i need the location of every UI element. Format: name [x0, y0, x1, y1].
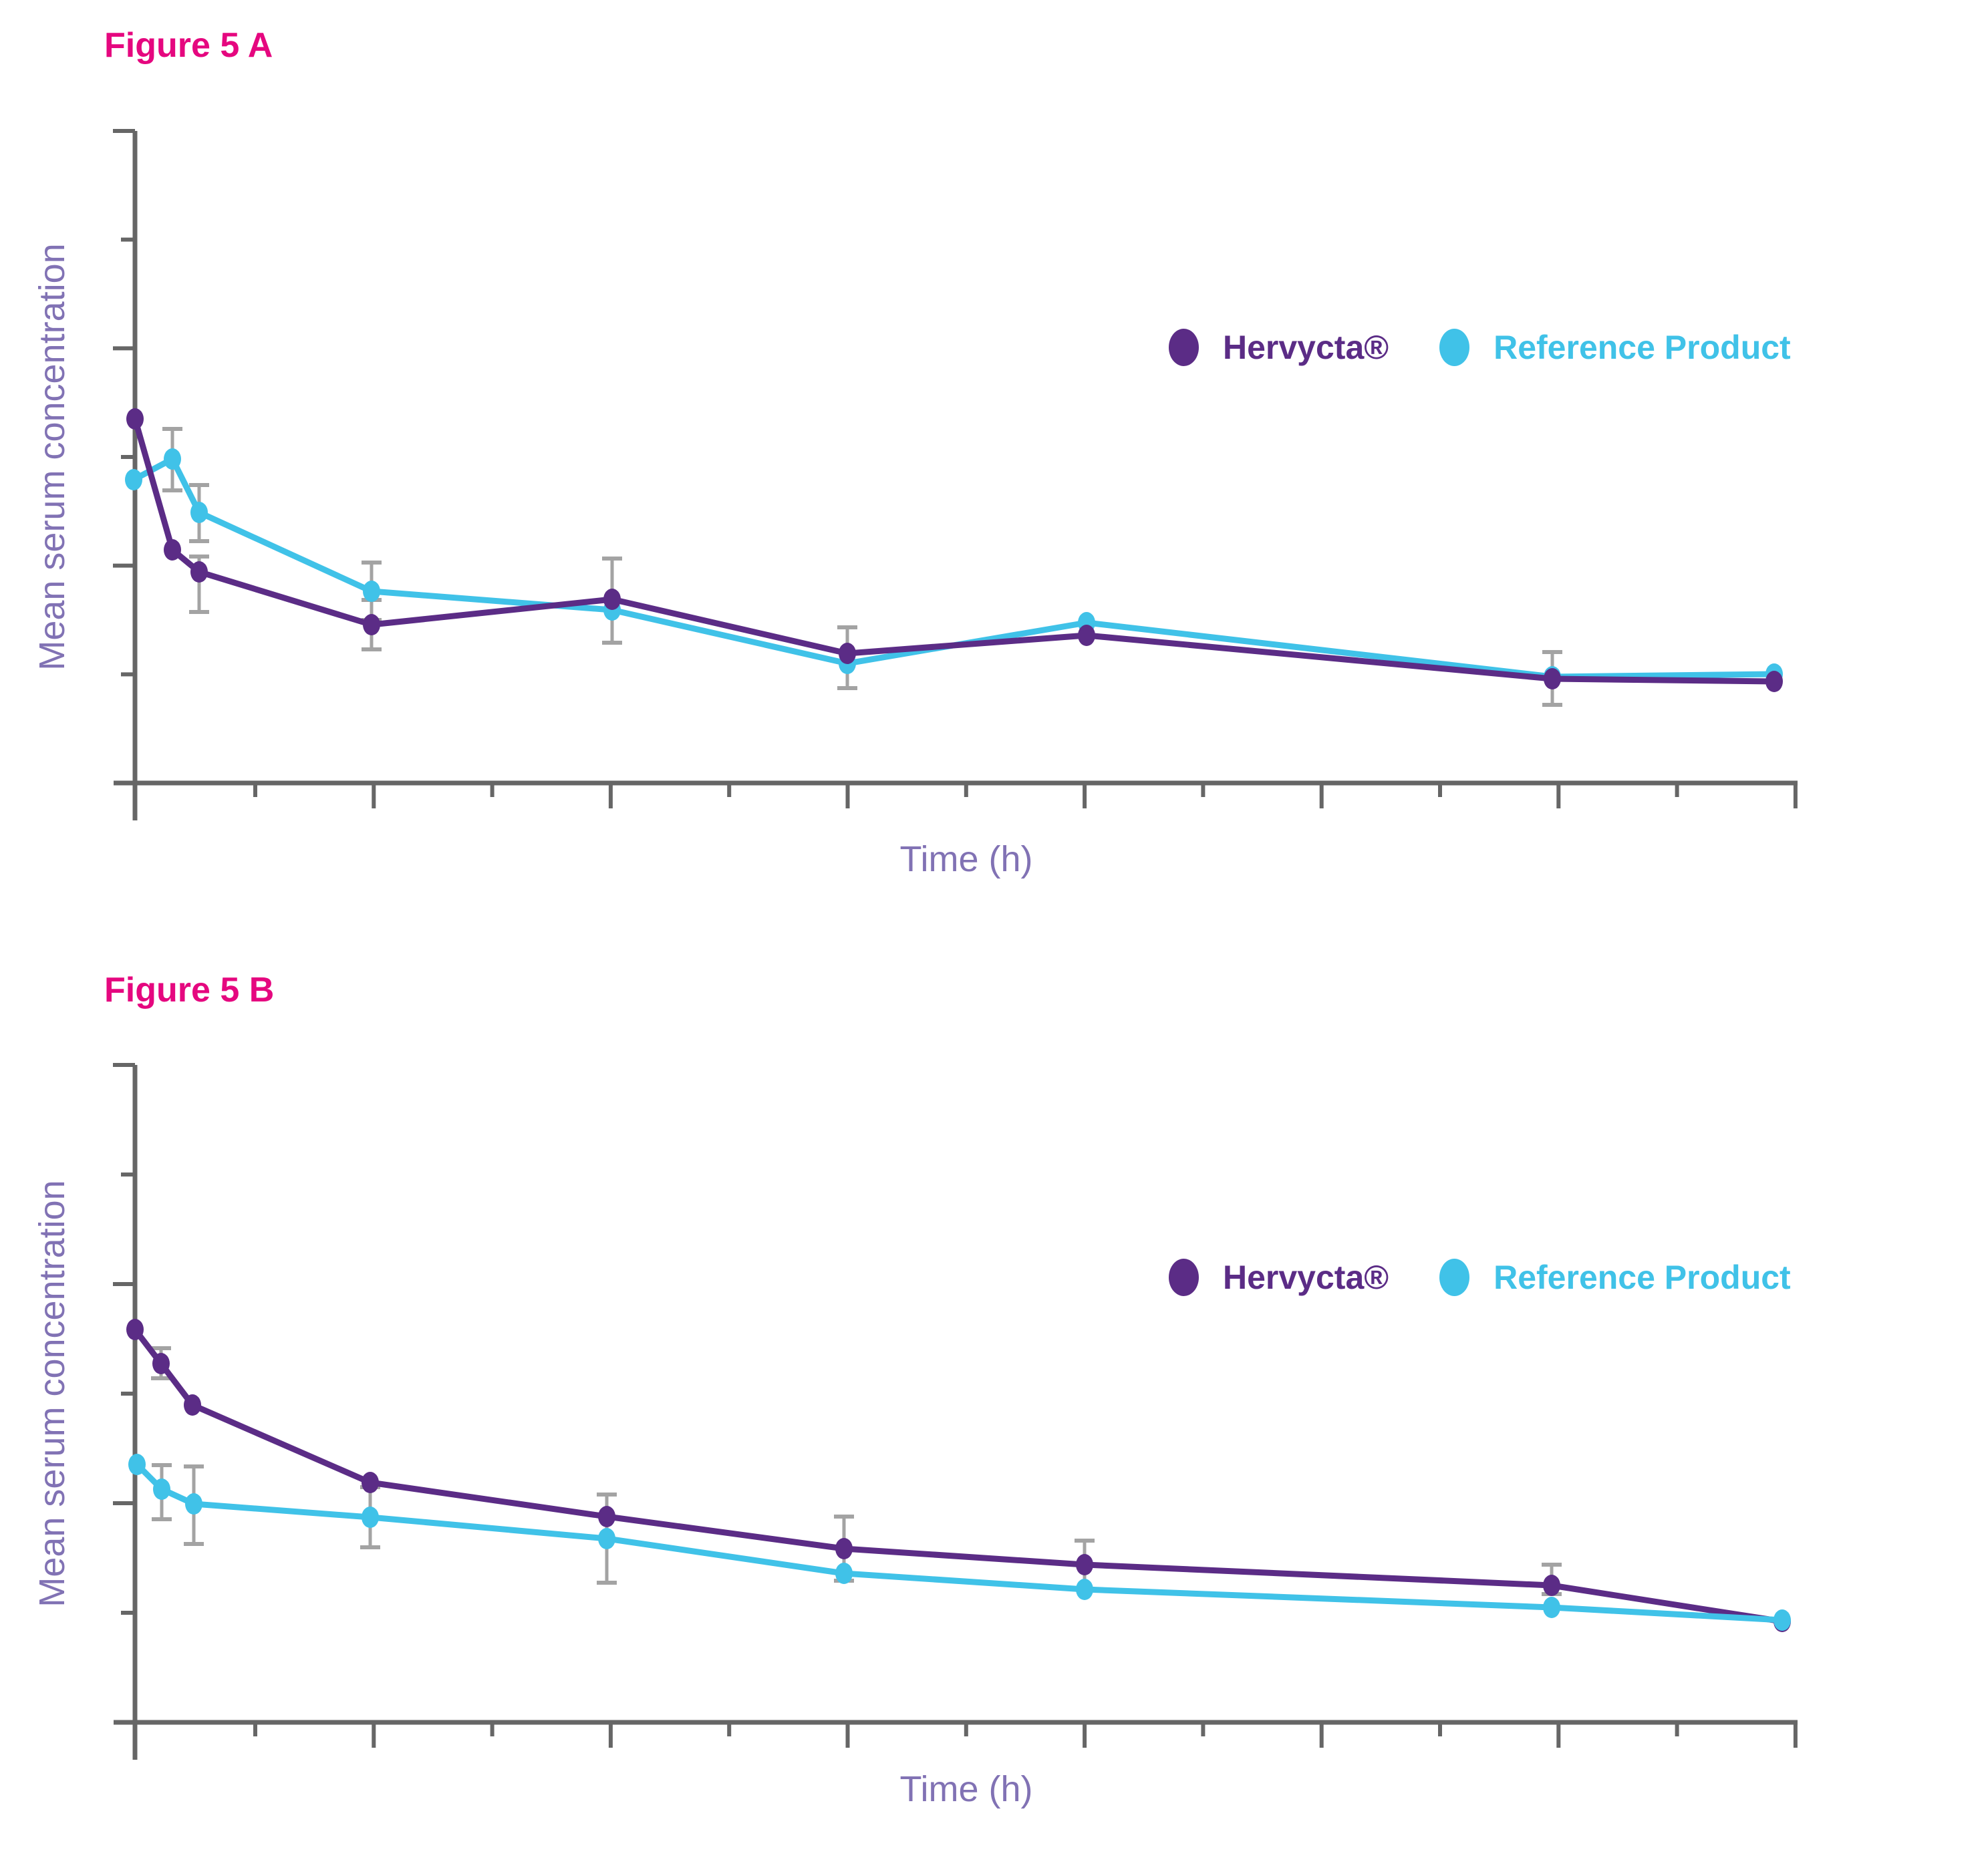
legend-item-hervycta: Hervycta® — [1169, 1258, 1389, 1297]
data-point-reference-product — [153, 1478, 170, 1500]
legend-label-reference-product: Reference Product — [1494, 1259, 1791, 1296]
data-point-reference-product — [362, 1507, 379, 1528]
data-point-reference-product — [363, 581, 380, 602]
data-point-reference-product — [835, 1563, 853, 1584]
data-point-hervycta — [152, 1353, 170, 1374]
figure-a-title: Figure 5 A — [104, 26, 273, 65]
data-point-hervycta — [839, 643, 856, 664]
series-line-hervycta — [132, 1326, 1786, 1625]
legend-item-hervycta: Hervycta® — [1169, 328, 1389, 367]
figure-a-plot — [113, 129, 1798, 820]
legend-label-hervycta: Hervycta® — [1223, 329, 1389, 366]
data-point-reference-product — [598, 1528, 615, 1549]
data-point-hervycta — [164, 539, 181, 561]
data-point-hervycta — [363, 614, 380, 635]
reference-product-series-marker-icon — [1439, 329, 1470, 366]
data-point-hervycta — [598, 1506, 615, 1527]
figure-b-plot — [113, 1063, 1798, 1760]
data-point-hervycta — [1765, 671, 1783, 692]
data-point-reference-product — [164, 448, 181, 470]
data-point-reference-product — [128, 1454, 146, 1475]
figure-a-x-axis-label: Time (h) — [899, 839, 1033, 879]
data-point-hervycta — [1543, 1575, 1560, 1596]
figure-a-legend: Hervycta® Reference Product — [1169, 328, 1791, 367]
data-point-reference-product — [190, 502, 208, 523]
hervycta-series-marker-icon — [1169, 1259, 1199, 1296]
data-point-reference-product — [1774, 1609, 1791, 1631]
series-line-hervycta — [132, 416, 1778, 685]
data-point-hervycta — [126, 408, 144, 430]
figure-b-x-axis-label: Time (h) — [899, 1769, 1033, 1809]
data-point-reference-product — [125, 469, 142, 490]
series-line-reference-product — [134, 1461, 1786, 1623]
data-point-hervycta — [362, 1472, 379, 1493]
data-point-hervycta — [835, 1538, 853, 1559]
data-point-hervycta — [1076, 1554, 1093, 1575]
figure-b-legend: Hervycta® Reference Product — [1169, 1258, 1791, 1297]
data-point-hervycta — [190, 561, 208, 583]
data-point-reference-product — [185, 1493, 202, 1515]
legend-item-reference-product: Reference Product — [1439, 328, 1791, 367]
data-point-reference-product — [1543, 1597, 1560, 1618]
data-point-hervycta — [1078, 625, 1095, 646]
hervycta-series-marker-icon — [1169, 329, 1199, 366]
legend-item-reference-product: Reference Product — [1439, 1258, 1791, 1297]
legend-label-hervycta: Hervycta® — [1223, 1259, 1389, 1296]
figure-a-y-axis-label: Mean serum concentration — [32, 243, 72, 671]
reference-product-series-marker-icon — [1439, 1259, 1470, 1296]
data-point-hervycta — [603, 589, 621, 610]
data-point-hervycta — [1544, 668, 1561, 689]
figure-b-title: Figure 5 B — [104, 971, 275, 1009]
data-point-hervycta — [126, 1319, 144, 1340]
figure-b-y-axis-label: Mean serum concentration — [32, 1180, 72, 1607]
data-point-reference-product — [1076, 1579, 1093, 1600]
data-point-hervycta — [184, 1394, 201, 1416]
legend-label-reference-product: Reference Product — [1494, 329, 1791, 366]
